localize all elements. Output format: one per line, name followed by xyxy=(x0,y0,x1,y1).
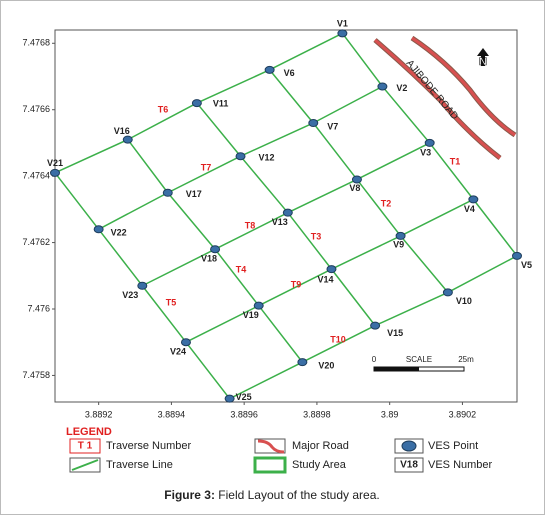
legend-symbol-text: T 1 xyxy=(78,441,93,452)
traverse-label: T9 xyxy=(291,279,302,289)
ves-point xyxy=(395,231,406,240)
caption-text: Field Layout of the study area. xyxy=(215,488,380,502)
legend-symbol xyxy=(257,439,285,454)
road xyxy=(411,36,516,137)
north-label: N xyxy=(479,56,487,68)
ves-label: V7 xyxy=(327,121,338,131)
caption-label: Figure 3: xyxy=(164,488,215,502)
ves-point xyxy=(351,175,362,184)
legend-label: Study Area xyxy=(292,459,347,471)
traverse-label: T5 xyxy=(166,297,177,307)
ves-point xyxy=(162,188,173,197)
ves-point xyxy=(137,281,148,290)
ves-label: V20 xyxy=(318,361,334,371)
y-tick-label: 7.4762 xyxy=(22,237,50,247)
legend-label: Traverse Line xyxy=(106,459,173,471)
ves-label: V23 xyxy=(122,290,138,300)
scale-end: 25m xyxy=(458,355,474,364)
legend-symbol xyxy=(394,457,424,473)
ves-point xyxy=(370,321,381,330)
x-tick-label: 3.89 xyxy=(381,409,399,419)
north-arrow: N xyxy=(477,48,489,68)
traverse-label: T2 xyxy=(381,198,392,208)
ves-label: V11 xyxy=(213,98,229,108)
ves-point xyxy=(512,251,522,260)
traverse-label: T10 xyxy=(330,334,346,344)
ves-label: V21 xyxy=(47,158,63,168)
x-tick-label: 3.8896 xyxy=(230,409,258,419)
ves-label: V8 xyxy=(349,183,360,193)
ves-label: V12 xyxy=(259,153,275,163)
ves-point xyxy=(282,208,293,217)
legend-symbol xyxy=(401,440,417,452)
traverse-label: T4 xyxy=(236,264,247,274)
legend-label: VES Number xyxy=(428,459,493,471)
ves-point xyxy=(377,82,388,91)
scale-start: 0 xyxy=(372,355,377,364)
legend-title: LEGEND xyxy=(66,426,112,438)
ves-label: V17 xyxy=(186,189,202,199)
y-tick-label: 7.4758 xyxy=(22,370,50,380)
scale-title: SCALE xyxy=(406,355,432,364)
traverse-label: T1 xyxy=(450,156,461,166)
y-tick-label: 7.476 xyxy=(27,303,50,313)
ves-point xyxy=(326,265,337,274)
x-tick-label: 3.8902 xyxy=(449,409,477,419)
ves-point xyxy=(253,301,264,310)
legend-symbol xyxy=(69,438,101,454)
traverse-label: T3 xyxy=(311,231,322,241)
ves-point xyxy=(297,358,308,367)
ves-point xyxy=(468,195,479,204)
ves-point xyxy=(122,135,133,144)
x-tick-label: 3.8894 xyxy=(158,409,186,419)
x-tick-label: 3.8898 xyxy=(303,409,331,419)
y-tick-label: 7.4766 xyxy=(22,104,50,114)
caption: Figure 3: Field Layout of the study area… xyxy=(164,488,379,502)
ves-point xyxy=(180,338,191,347)
ves-label: V6 xyxy=(284,68,295,78)
legend-symbol xyxy=(71,459,99,471)
legend-symbol xyxy=(253,456,287,474)
ves-label: V5 xyxy=(521,260,532,270)
ves-point xyxy=(308,119,319,127)
ves-label: V22 xyxy=(111,228,127,238)
ves-point xyxy=(191,99,202,108)
ves-point xyxy=(337,29,348,38)
ves-label: V15 xyxy=(387,328,403,338)
legend-label: Traverse Number xyxy=(106,440,192,452)
traverse-label: T6 xyxy=(158,104,169,114)
ves-label: V14 xyxy=(317,275,333,285)
ves-label: V24 xyxy=(170,347,186,357)
ves-point xyxy=(50,168,60,177)
ves-label: V13 xyxy=(272,217,288,227)
legend-label: Major Road xyxy=(292,440,349,452)
y-tick-label: 7.4768 xyxy=(22,38,50,48)
ves-label: V1 xyxy=(337,19,348,29)
legend-symbol-text: V18 xyxy=(400,460,418,471)
ves-label: V16 xyxy=(114,126,130,136)
road xyxy=(374,38,501,160)
ves-point xyxy=(93,225,104,234)
traverse-label: T7 xyxy=(201,162,212,172)
ves-label: V10 xyxy=(456,296,472,306)
traverse-label: T8 xyxy=(245,220,256,230)
ves-label: V2 xyxy=(396,83,407,93)
ves-label: V3 xyxy=(420,147,431,157)
y-tick-label: 7.4764 xyxy=(22,171,50,181)
ves-point xyxy=(264,65,275,74)
ves-label: V4 xyxy=(464,204,475,214)
x-tick-label: 3.8892 xyxy=(85,409,113,419)
scale-bar: 0 SCALE 25m xyxy=(372,355,474,372)
ves-point xyxy=(235,152,246,161)
ves-label: V25 xyxy=(236,392,252,402)
ves-label: V18 xyxy=(201,254,217,264)
ves-label: V19 xyxy=(243,310,259,320)
ves-point xyxy=(442,288,453,297)
ves-point xyxy=(210,245,221,254)
ves-point xyxy=(424,138,435,147)
ves-point xyxy=(224,394,235,403)
ves-label: V9 xyxy=(393,239,404,249)
legend-label: VES Point xyxy=(428,440,478,452)
